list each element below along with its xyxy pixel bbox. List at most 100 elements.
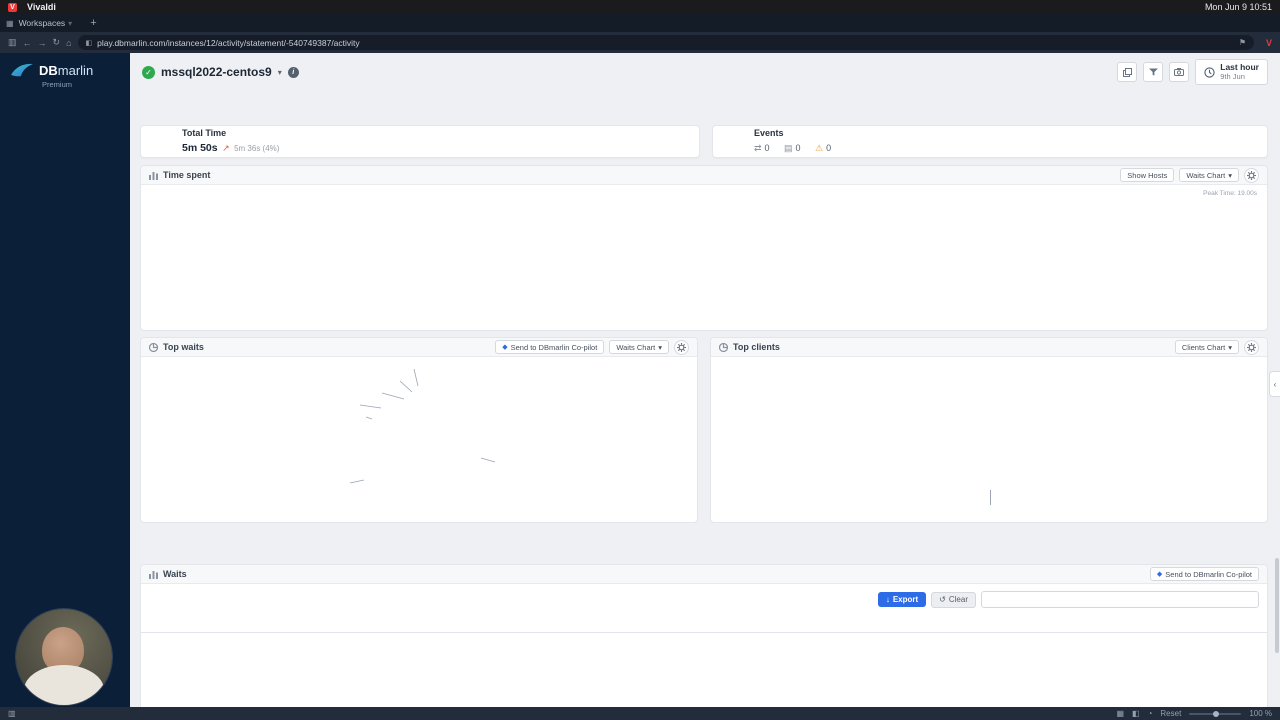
settings-button[interactable] [674, 339, 689, 355]
total-time-title: Total Time [182, 127, 227, 138]
time-range-date: 9th Jun [1220, 71, 1245, 81]
trend-up-icon: ↗ [222, 142, 230, 153]
time-range-button[interactable]: Last hour 9th Jun [1195, 58, 1268, 86]
peak-time-label: Peak Time: 19.00s [1203, 190, 1257, 197]
page-viewport: DBmarlin Premium ✓ mssql2022-centos9 ▾ i [0, 53, 1280, 707]
gear-icon [677, 342, 686, 352]
waits-title: Waits [163, 569, 187, 579]
chevron-down-icon[interactable]: ▾ [277, 67, 282, 77]
clock-icon [1204, 66, 1215, 78]
zoom-reset-button[interactable]: Reset [1160, 709, 1182, 718]
warning-icon: ⚠ [815, 142, 824, 153]
bookmark-icon[interactable]: ⚑ [1238, 38, 1246, 47]
chevron-down-icon: ▾ [1228, 170, 1232, 180]
top-waits-donut[interactable] [356, 387, 480, 511]
filter-button[interactable] [1143, 62, 1164, 82]
total-time-delta: 5m 36s (4%) [234, 143, 280, 153]
reload-icon[interactable]: ↻ [52, 37, 61, 47]
time-spent-chart [151, 203, 1257, 303]
gear-icon [1247, 170, 1256, 180]
zoom-level: 100 % [1249, 709, 1272, 718]
waits-chart-select[interactable]: Waits Chart ▾ [609, 340, 669, 354]
instance-header: ✓ mssql2022-centos9 ▾ i [142, 58, 1268, 86]
chevron-down-icon: ▾ [68, 18, 73, 28]
clients-chart-select[interactable]: Clients Chart ▾ [1174, 340, 1239, 354]
bar-chart-icon [149, 570, 158, 579]
pie-chart-icon [149, 342, 158, 352]
download-icon: ↓ [885, 595, 890, 604]
events-icon: ⇄ [729, 136, 739, 148]
copilot-button[interactable]: ◆ Send to DBmarlin Co-pilot [495, 340, 605, 354]
status-check-icon: ✓ [142, 65, 155, 79]
events-count-1: 0 [764, 142, 770, 153]
browser-tabbar: ▦ Workspaces ▾ + [0, 14, 1280, 32]
settings-button[interactable] [1244, 339, 1259, 355]
copilot-icon: ◆ [502, 344, 508, 351]
dbmarlin-logo[interactable]: DBmarlin Premium [0, 53, 130, 93]
top-clients-panel: Top clients Clients Chart ▾ [710, 337, 1268, 523]
top-clients-donut[interactable] [931, 374, 1051, 494]
instance-title[interactable]: mssql2022-centos9 [161, 65, 272, 79]
forward-icon[interactable]: → [37, 37, 47, 48]
capture-icon[interactable]: ◔ [1147, 709, 1153, 718]
url-text: play.dbmarlin.com/instances/12/activity/… [97, 37, 360, 48]
waits-chart-select[interactable]: Waits Chart ▾ [1179, 168, 1239, 182]
menubar-app-name[interactable]: Vivaldi [27, 2, 56, 12]
time-range-value: Last hour [1220, 61, 1259, 72]
clear-button[interactable]: ↺ Clear [931, 591, 976, 608]
webcam-overlay [16, 609, 112, 705]
workspaces-button[interactable]: Workspaces ▾ [18, 18, 73, 28]
marlin-fish-icon [11, 63, 33, 77]
events-title: Events [754, 127, 784, 138]
events-count-3: 0 [826, 142, 832, 153]
undo-icon: ↺ [939, 595, 946, 604]
chevron-down-icon: ▾ [658, 342, 662, 352]
show-hosts-button[interactable]: Show Hosts [1120, 168, 1175, 182]
vivaldi-menu-icon[interactable]: V [1265, 37, 1272, 48]
scrollbar[interactable] [1275, 558, 1279, 653]
vivaldi-app-icon[interactable]: V [8, 2, 17, 12]
time-spent-title: Time spent [163, 170, 211, 180]
bar-chart-icon [149, 171, 158, 180]
sidebar-toggle-icon[interactable]: ▥ [8, 37, 17, 47]
info-icon[interactable]: i [287, 66, 299, 78]
url-field[interactable]: ◧ play.dbmarlin.com/instances/12/activit… [77, 35, 1254, 50]
screenshot-button[interactable] [1169, 62, 1190, 82]
zoom-slider[interactable] [1189, 710, 1242, 717]
chart-line-icon [151, 131, 173, 153]
panel-toggle-icon[interactable]: ▥ [8, 709, 16, 718]
browser-statusbar: ▥ ▦ ◧ ◔ Reset 100 % [0, 707, 1280, 720]
copilot-button[interactable]: ◆ Send to DBmarlin Co-pilot [1149, 567, 1259, 581]
person-shirt [24, 665, 104, 705]
time-spent-panel: Time spent Show Hosts Waits Chart ▾ Peak … [140, 165, 1268, 331]
pie-chart-icon [719, 342, 728, 352]
export-button[interactable]: ↓ Export [877, 592, 927, 607]
copy-icon [1122, 67, 1132, 77]
site-info-icon[interactable]: ◧ [85, 39, 93, 47]
images-toggle-icon[interactable]: ▦ [1116, 709, 1124, 718]
search-input[interactable] [981, 591, 1259, 608]
sync-icon: ⇄ [754, 142, 762, 153]
top-waits-panel: Top waits ◆ Send to DBmarlin Co-pilot Wai… [140, 337, 698, 523]
waits-panel: Waits ◆ Send to DBmarlin Co-pilot ↓ Export… [140, 564, 1268, 707]
window-panel-icon[interactable]: ▦ [6, 18, 14, 28]
menubar-clock[interactable]: Mon Jun 9 10:51 [1204, 2, 1272, 12]
donut-hole [386, 417, 450, 481]
new-tab-button[interactable]: + [90, 17, 97, 29]
donut-callout-line [990, 490, 991, 505]
main-content: ✓ mssql2022-centos9 ▾ i [130, 53, 1280, 707]
app-sidebar: DBmarlin Premium [0, 53, 130, 707]
total-time-card: Total Time 5m 50s ↗ 5m 36s (4%) [140, 125, 700, 158]
settings-button[interactable] [1244, 167, 1259, 183]
browser-addressbar: ▥ ← → ↻ ⌂ ◧ play.dbmarlin.com/instances/… [0, 32, 1280, 53]
copy-button[interactable] [1117, 62, 1138, 82]
back-icon[interactable]: ← [22, 37, 32, 48]
macos-menubar: V Vivaldi Mon Jun 9 10:51 [0, 0, 1280, 14]
panel-collapse-button[interactable]: ‹ [1269, 371, 1280, 397]
events-count-2: 0 [795, 142, 801, 153]
tiling-icon[interactable]: ◧ [1132, 709, 1140, 718]
home-icon[interactable]: ⌂ [66, 37, 72, 48]
events-card: ⇄ Events ⇄ 0 ▤ 0 ⚠ 0 [712, 125, 1268, 158]
funnel-icon [1148, 67, 1158, 76]
